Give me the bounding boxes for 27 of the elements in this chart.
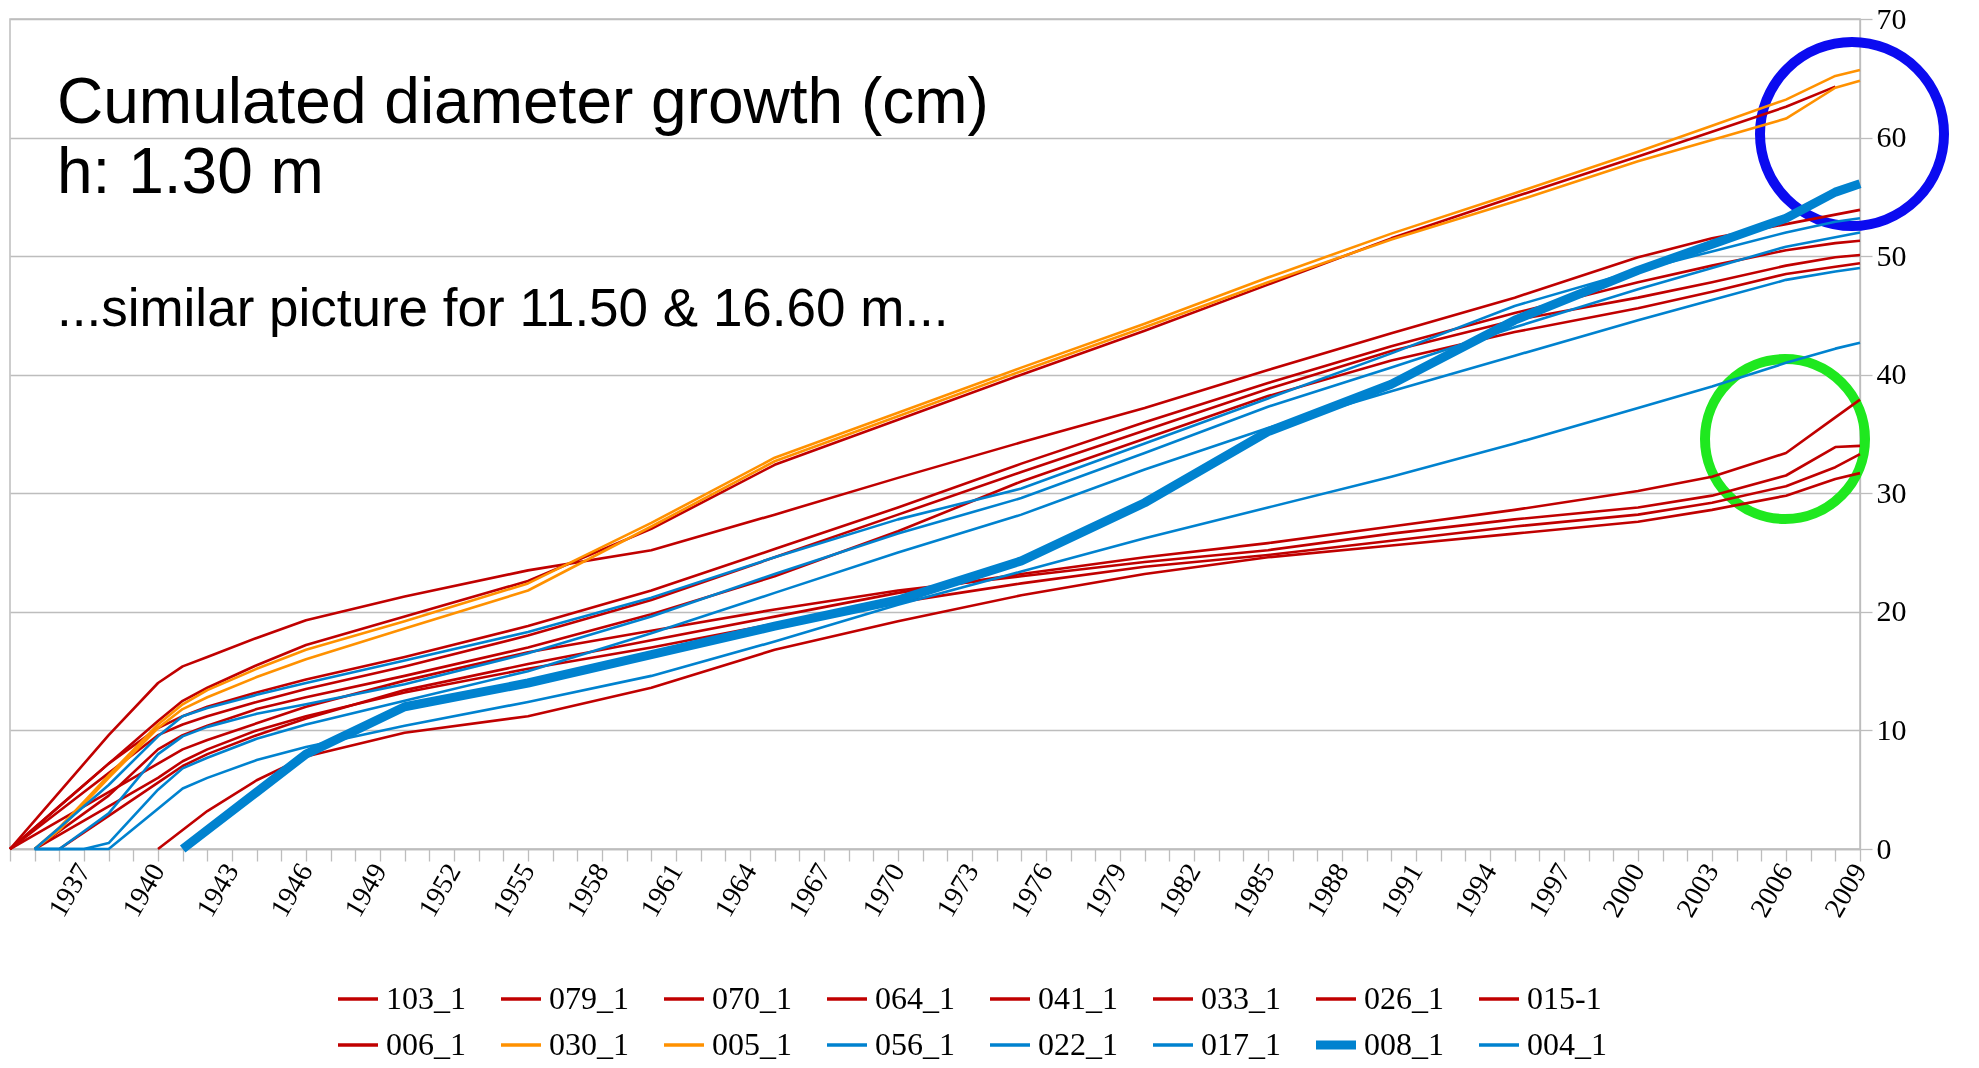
text: h: 1.30 m xyxy=(57,135,324,207)
legend-label: 022_1 xyxy=(1038,1026,1118,1062)
legend-label: 030_1 xyxy=(549,1026,629,1062)
annotation: ...similar picture for 11.50 & 16.60 m... xyxy=(57,278,949,337)
y-tick-label: 50 xyxy=(1876,238,1907,272)
legend-label: 070_1 xyxy=(712,980,792,1016)
legend-label: 056_1 xyxy=(875,1026,955,1062)
legend-label: 079_1 xyxy=(549,980,629,1016)
legend-label: 033_1 xyxy=(1201,980,1281,1016)
legend-label: 004_1 xyxy=(1527,1026,1607,1062)
y-tick-label: 30 xyxy=(1876,475,1907,509)
y-tick-label: 0 xyxy=(1876,831,1892,865)
legend-label: 005_1 xyxy=(712,1026,792,1062)
legend-label: 041_1 xyxy=(1038,980,1118,1016)
legend-label: 064_1 xyxy=(875,980,955,1016)
y-tick-label: 10 xyxy=(1876,712,1907,746)
legend-label: 017_1 xyxy=(1201,1026,1281,1062)
y-tick-label: 20 xyxy=(1876,594,1907,628)
legend-label: 015-1 xyxy=(1527,980,1602,1016)
y-tick-label: 40 xyxy=(1876,357,1907,391)
legend-label: 006_1 xyxy=(386,1026,466,1062)
legend-label: 026_1 xyxy=(1364,980,1444,1016)
y-tick-label: 60 xyxy=(1876,120,1907,154)
legend-label: 103_1 xyxy=(386,980,466,1016)
y-tick-label: 70 xyxy=(1876,1,1907,35)
legend-label: 008_1 xyxy=(1364,1026,1444,1062)
text: Cumulated diameter growth (cm) xyxy=(57,65,989,137)
